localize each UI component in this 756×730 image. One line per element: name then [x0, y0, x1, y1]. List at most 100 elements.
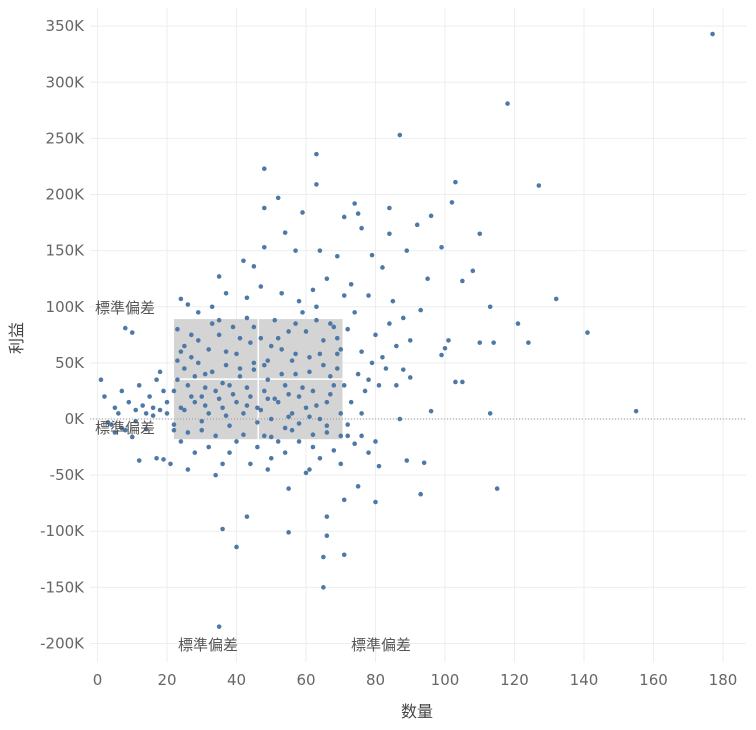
data-point	[262, 244, 267, 250]
data-point	[265, 396, 271, 402]
data-point	[143, 426, 149, 432]
data-point	[373, 499, 378, 505]
data-point	[341, 293, 347, 298]
data-point	[314, 151, 319, 157]
data-point	[248, 340, 253, 345]
data-point	[195, 338, 201, 343]
data-points	[98, 31, 715, 629]
data-point	[258, 335, 264, 341]
data-point	[334, 351, 340, 357]
data-point	[199, 418, 205, 424]
data-point	[255, 420, 260, 425]
data-point	[376, 383, 382, 388]
data-point	[355, 484, 361, 489]
data-point	[446, 338, 451, 343]
data-point	[237, 374, 243, 379]
data-point	[136, 458, 142, 463]
data-point	[526, 340, 531, 345]
data-point	[352, 201, 357, 206]
data-point	[237, 366, 243, 371]
data-point	[328, 374, 333, 379]
data-point	[453, 179, 458, 185]
data-point	[359, 411, 364, 416]
x-tick-label: 20	[157, 671, 176, 689]
gridlines	[90, 8, 746, 662]
data-point	[244, 385, 250, 390]
data-point	[220, 461, 225, 467]
data-point	[234, 544, 239, 550]
data-point	[189, 332, 194, 338]
y-tick-label: 250K	[46, 129, 86, 147]
data-point	[262, 388, 267, 394]
data-point	[428, 408, 434, 414]
y-tick-label: -150K	[40, 578, 85, 596]
data-point	[265, 358, 271, 363]
data-point	[633, 408, 639, 414]
data-point	[286, 414, 291, 420]
data-point	[296, 298, 302, 304]
data-point	[255, 405, 260, 411]
data-point	[268, 434, 274, 440]
data-point	[317, 351, 323, 357]
data-point	[262, 166, 267, 172]
data-point	[192, 399, 198, 405]
y-tick-label: -200K	[40, 634, 85, 652]
data-point	[102, 394, 107, 399]
data-point	[220, 526, 225, 532]
data-point	[310, 444, 316, 450]
data-point	[175, 326, 180, 332]
data-point	[133, 418, 139, 424]
data-point	[119, 425, 125, 431]
axis-ticks: 350K 300K 250K 200K 150K 100K 50K 0K -50K -100K -1…	[40, 17, 737, 689]
data-point	[272, 396, 278, 402]
data-point	[362, 388, 368, 394]
data-point	[345, 422, 351, 427]
x-tick-label: 80	[366, 671, 385, 689]
data-point	[293, 321, 298, 326]
data-point	[376, 463, 382, 469]
data-point	[129, 434, 135, 440]
data-point	[213, 388, 218, 394]
data-point	[303, 470, 309, 476]
data-point	[442, 345, 448, 351]
data-point	[116, 411, 121, 416]
y-tick-label: 300K	[46, 73, 86, 91]
data-point	[366, 377, 371, 383]
data-point	[268, 343, 274, 349]
data-point	[286, 392, 291, 397]
data-point	[258, 284, 264, 289]
data-point	[321, 362, 326, 368]
data-point	[401, 315, 406, 321]
data-point	[154, 455, 159, 461]
std-dev-label-x-upper: 標準偏差	[351, 636, 411, 654]
data-point	[220, 380, 225, 386]
data-point	[279, 347, 284, 352]
data-point	[307, 369, 312, 375]
data-point	[418, 307, 423, 313]
data-point	[300, 210, 305, 215]
data-point	[140, 403, 145, 408]
data-point	[296, 439, 302, 444]
y-tick-label: 100K	[46, 298, 86, 316]
data-point	[262, 362, 267, 368]
data-point	[331, 448, 337, 453]
data-point	[338, 461, 344, 467]
data-point	[195, 310, 201, 315]
data-point	[185, 467, 191, 472]
data-point	[164, 399, 170, 405]
band-labels: 標準偏差 標準偏差 標準偏差 標準偏差	[95, 299, 411, 654]
data-point	[189, 354, 194, 360]
data-point	[515, 321, 521, 326]
data-point	[279, 371, 284, 377]
data-point	[324, 533, 330, 539]
data-point	[494, 486, 500, 491]
data-point	[126, 399, 132, 405]
data-point	[234, 399, 239, 405]
data-point	[189, 394, 194, 399]
data-point	[334, 366, 340, 371]
data-point	[345, 326, 351, 332]
data-point	[164, 411, 170, 416]
data-point	[234, 439, 239, 444]
data-point	[352, 441, 357, 446]
data-point	[154, 377, 159, 383]
